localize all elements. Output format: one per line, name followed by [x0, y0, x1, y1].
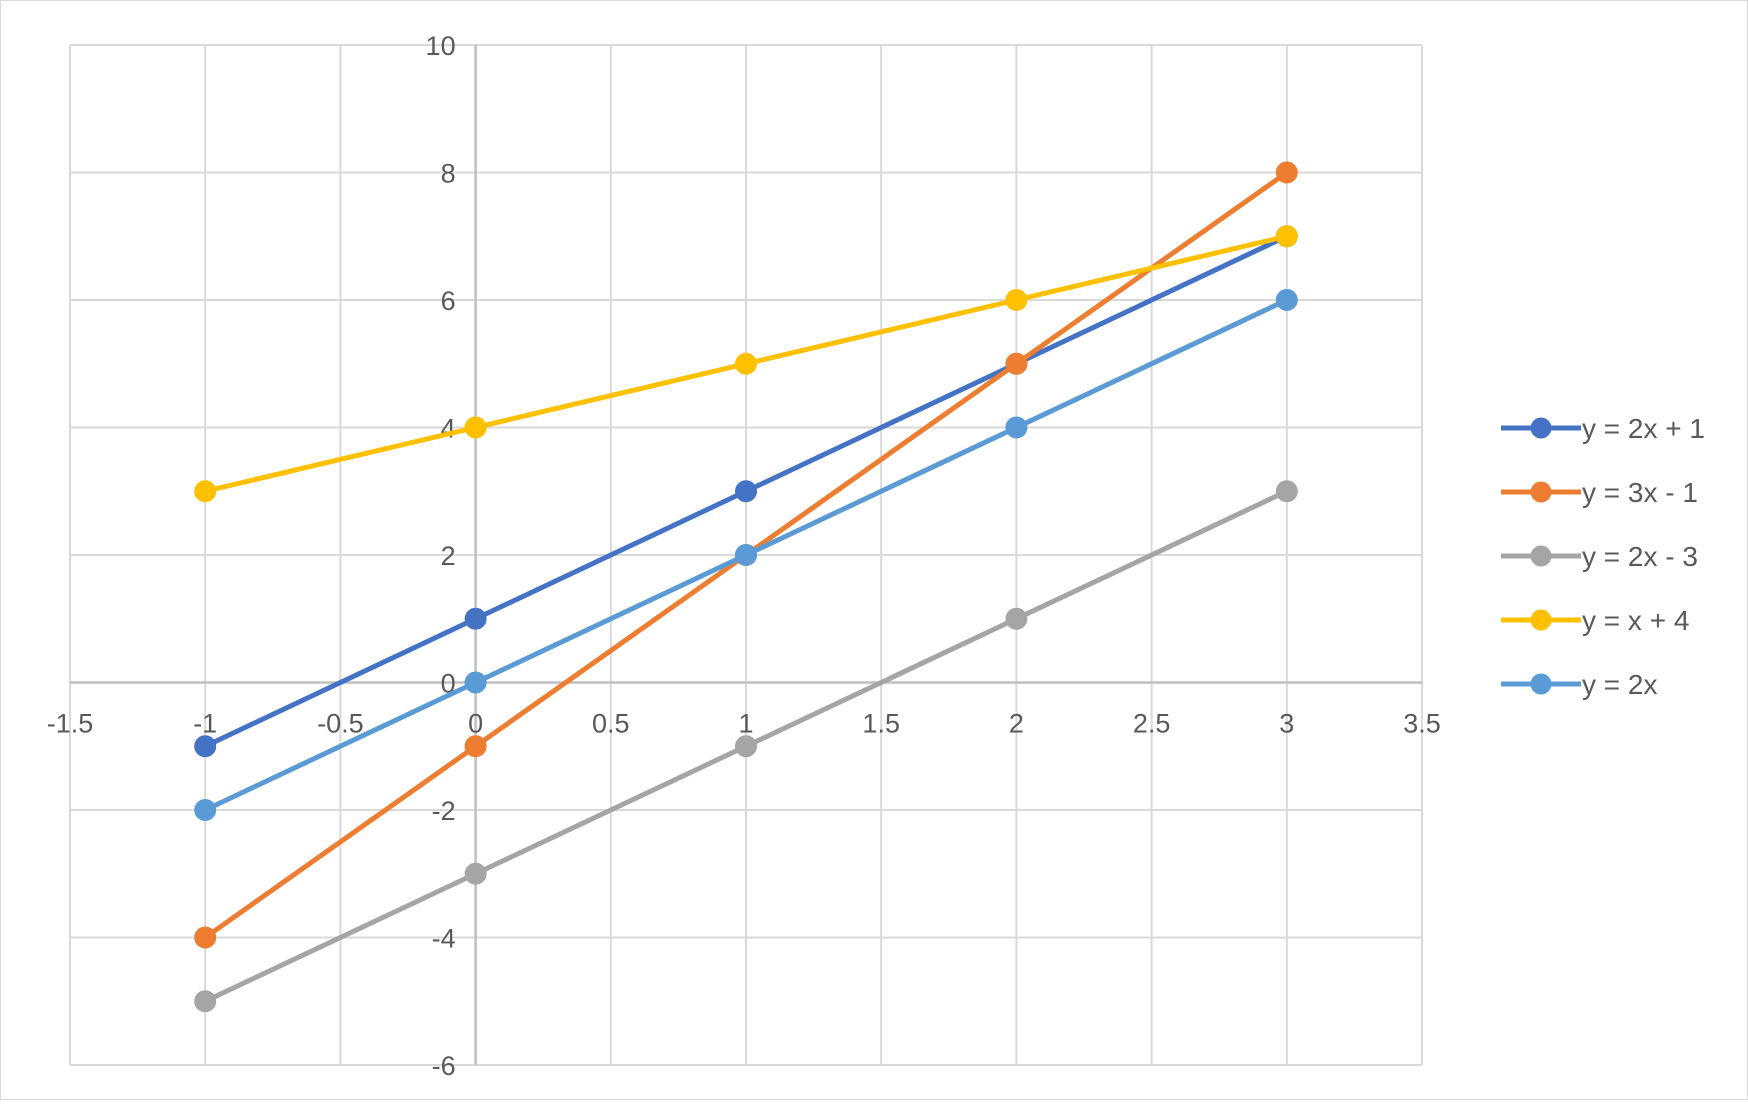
data-point [735, 352, 757, 375]
legend-item-3: y = x + 4 [1501, 605, 1689, 636]
series-2 [194, 480, 1298, 1013]
data-point [1005, 289, 1028, 311]
x-tick-label: 0.5 [592, 709, 630, 739]
x-tick-label: 1 [738, 709, 753, 739]
x-tick-label: 3.5 [1403, 709, 1441, 739]
y-tick-label: -6 [432, 1051, 456, 1081]
data-point [194, 926, 217, 949]
legend-marker [1530, 545, 1552, 567]
legend-item-4: y = 2x [1501, 669, 1657, 700]
plot-series [194, 161, 1298, 1013]
y-tick-label: -2 [432, 796, 456, 826]
data-point [464, 607, 487, 630]
axes [70, 45, 1422, 1065]
data-point [735, 480, 757, 503]
y-tick-label: 4 [441, 414, 456, 444]
data-point [194, 480, 217, 503]
data-point [1275, 161, 1298, 184]
data-point [464, 862, 487, 885]
legend: y = 2x + 1 y = 3x - 1 y = 2x - 3 y = x + 4 y… [1501, 413, 1705, 700]
data-point [464, 671, 487, 694]
y-tick-label: -4 [432, 924, 456, 954]
data-point [464, 416, 487, 439]
legend-item-1: y = 3x - 1 [1501, 477, 1698, 508]
x-tick-label: -1 [193, 709, 217, 739]
legend-marker [1530, 481, 1552, 503]
legend-item-2: y = 2x - 3 [1501, 541, 1698, 572]
x-tick-label: 0 [468, 709, 483, 739]
x-tick-label: 2 [1009, 709, 1024, 739]
legend-marker [1530, 609, 1552, 631]
x-tick-label: -1.5 [47, 709, 94, 739]
legend-label: y = 2x - 3 [1582, 541, 1698, 572]
data-point [1275, 480, 1298, 503]
data-point [464, 735, 487, 758]
x-tick-label: 2.5 [1133, 709, 1171, 739]
x-tick-label: 1.5 [862, 709, 900, 739]
y-tick-label: 6 [441, 286, 456, 316]
data-point [194, 735, 217, 758]
x-tick-label: 3 [1279, 709, 1294, 739]
series-3 [194, 225, 1298, 503]
data-point [1275, 289, 1298, 311]
legend-label: y = 2x [1582, 669, 1657, 700]
series-4 [194, 289, 1298, 821]
data-point [1005, 352, 1028, 375]
gridlines [69, 44, 1423, 1066]
data-point [1275, 225, 1298, 248]
y-tick-label: 8 [441, 159, 456, 189]
data-point [735, 735, 757, 758]
legend-marker [1530, 417, 1552, 439]
data-point [194, 990, 217, 1013]
y-tick-label: 10 [426, 31, 456, 61]
x-tick-label: -0.5 [317, 709, 364, 739]
legend-label: y = 3x - 1 [1582, 477, 1698, 508]
legend-marker [1530, 673, 1552, 695]
x-axis-tick-labels: -1.5 -1 -0.5 0 0.5 1 1.5 2 2.5 3 3.5 [47, 709, 1441, 739]
legend-item-0: y = 2x + 1 [1501, 413, 1705, 444]
data-point [735, 544, 757, 566]
y-tick-label: 2 [441, 541, 456, 571]
data-point [1005, 416, 1028, 439]
legend-label: y = x + 4 [1582, 605, 1689, 636]
data-point [194, 799, 217, 821]
legend-label: y = 2x + 1 [1582, 413, 1705, 444]
data-point [1005, 607, 1028, 630]
